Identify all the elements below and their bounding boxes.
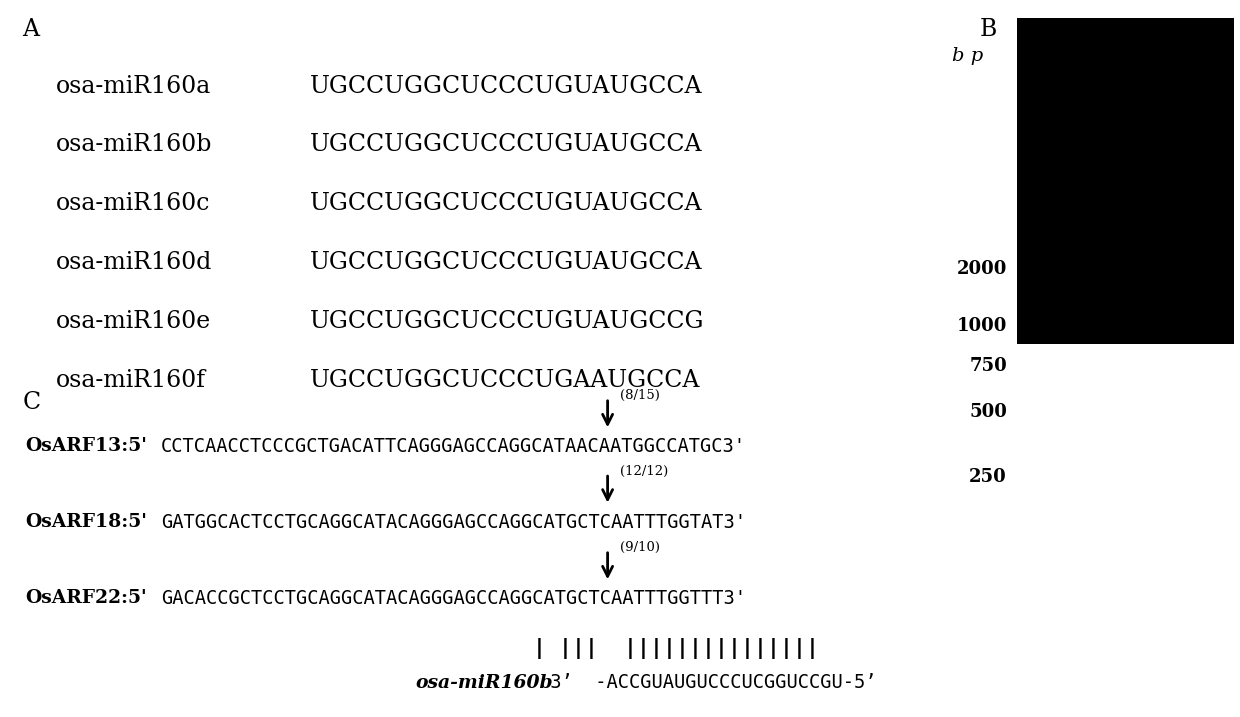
Text: 1000: 1000 — [956, 317, 1007, 336]
Text: GATGGCACTCCTGCAGGCATACAGGGAGCCAGGCATGCTCAATTTGGTAT3': GATGGCACTCCTGCAGGCATACAGGGAGCCAGGCATGCTC… — [161, 513, 746, 531]
Text: 250: 250 — [970, 467, 1007, 486]
Text: 750: 750 — [970, 356, 1007, 375]
Text: osa-miR160e: osa-miR160e — [56, 310, 211, 333]
Text: osa-miR160c: osa-miR160c — [56, 192, 210, 215]
Text: C: C — [22, 391, 41, 414]
Text: | |||  |||||||||||||||: | ||| ||||||||||||||| — [533, 638, 820, 660]
Text: UGCCUGGCUCCCUGUAUGCCG: UGCCUGGCUCCCUGUAUGCCG — [310, 310, 704, 333]
Text: OsARF18:5': OsARF18:5' — [25, 513, 146, 531]
Text: UGCCUGGCUCCCUGUAUGCCA: UGCCUGGCUCCCUGUAUGCCA — [310, 75, 703, 98]
Text: A: A — [22, 18, 40, 41]
Text: osa-miR160a: osa-miR160a — [56, 75, 211, 98]
Text: UGCCUGGCUCCCUGUAUGCCA: UGCCUGGCUCCCUGUAUGCCA — [310, 192, 703, 215]
Text: osa-miR160b: osa-miR160b — [415, 673, 553, 692]
Text: (8/15): (8/15) — [620, 389, 660, 402]
Text: OsARF22:5': OsARF22:5' — [25, 589, 146, 607]
Text: b p: b p — [952, 47, 983, 65]
Text: osa-miR160d: osa-miR160d — [56, 251, 212, 274]
Text: 3’  -ACCGUAUGUCCCUCGGUCCGU-5’: 3’ -ACCGUAUGUCCCUCGGUCCGU-5’ — [539, 673, 877, 692]
Text: (9/10): (9/10) — [620, 541, 660, 554]
Text: B: B — [980, 18, 997, 41]
Text: osa-miR160f: osa-miR160f — [56, 369, 206, 391]
Text: UGCCUGGCUCCCUGUAUGCCA: UGCCUGGCUCCCUGUAUGCCA — [310, 251, 703, 274]
Text: GACACCGCTCCTGCAGGCATACAGGGAGCCAGGCATGCTCAATTTGGTTT3': GACACCGCTCCTGCAGGCATACAGGGAGCCAGGCATGCTC… — [161, 589, 746, 608]
Bar — [1017, 18, 1234, 344]
Text: 2000: 2000 — [956, 260, 1007, 278]
Text: 500: 500 — [968, 403, 1007, 422]
Text: (12/12): (12/12) — [620, 465, 668, 478]
Text: OsARF13:5': OsARF13:5' — [25, 437, 146, 455]
Text: osa-miR160b: osa-miR160b — [56, 133, 212, 156]
Text: CCTCAACCTCCCGCTGACATTCAGGGAGCCAGGCATAACAATGGCCATGC3': CCTCAACCTCCCGCTGACATTCAGGGAGCCAGGCATAACA… — [161, 437, 746, 456]
Text: UGCCUGGCUCCCUGAAUGCCA: UGCCUGGCUCCCUGAAUGCCA — [310, 369, 701, 391]
Text: UGCCUGGCUCCCUGUAUGCCA: UGCCUGGCUCCCUGUAUGCCA — [310, 133, 703, 156]
